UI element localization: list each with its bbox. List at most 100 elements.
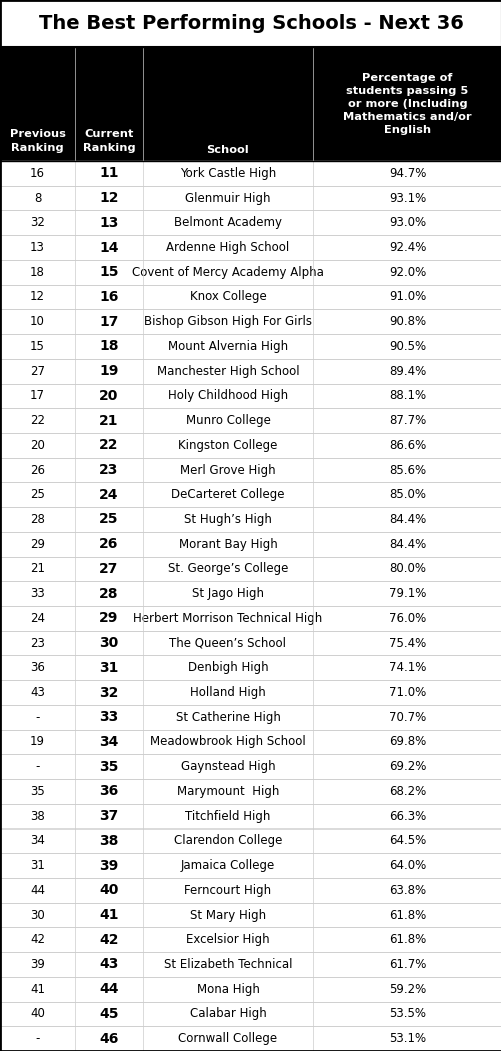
Text: 38: 38 [30, 809, 45, 823]
Text: Ardenne High School: Ardenne High School [166, 241, 289, 254]
Bar [0, 235, 501, 260]
Text: St Catherine High: St Catherine High [175, 710, 280, 724]
Text: 88.1%: 88.1% [388, 389, 425, 403]
Text: 35: 35 [30, 785, 45, 798]
Text: 61.8%: 61.8% [388, 908, 425, 922]
Text: Holland High: Holland High [190, 686, 266, 699]
Text: St Hugh’s High: St Hugh’s High [184, 513, 272, 526]
Text: 31: 31 [30, 859, 45, 872]
Bar [0, 878, 501, 903]
Bar [0, 532, 501, 557]
Text: 69.8%: 69.8% [388, 736, 425, 748]
Text: Holy Childhood High: Holy Childhood High [168, 389, 288, 403]
Text: 89.4%: 89.4% [388, 365, 425, 377]
Bar [0, 285, 501, 309]
Text: Kingston College: Kingston College [178, 439, 277, 452]
Text: 15: 15 [99, 265, 119, 280]
Bar [0, 260, 501, 285]
Bar [0, 210, 501, 235]
Text: DeCarteret College: DeCarteret College [171, 489, 284, 501]
Text: 40: 40 [30, 1008, 45, 1021]
Text: 22: 22 [99, 438, 119, 452]
Text: 39: 39 [30, 957, 45, 971]
Bar [0, 161, 501, 186]
Text: 44: 44 [30, 884, 45, 897]
Text: Glenmuir High: Glenmuir High [185, 191, 270, 205]
Text: 90.5%: 90.5% [388, 339, 425, 353]
Text: 93.0%: 93.0% [388, 217, 425, 229]
Text: Covent of Mercy Academy Alpha: Covent of Mercy Academy Alpha [132, 266, 323, 279]
Bar [0, 755, 501, 779]
Text: Jamaica College: Jamaica College [180, 859, 275, 872]
Text: Titchfield High: Titchfield High [185, 809, 270, 823]
Text: 28: 28 [30, 513, 45, 526]
Text: 64.5%: 64.5% [388, 834, 425, 847]
Bar [0, 729, 501, 755]
Text: Previous
Ranking: Previous Ranking [10, 129, 65, 152]
Bar [0, 853, 501, 878]
Text: Morant Bay High: Morant Bay High [178, 538, 277, 551]
Text: 64.0%: 64.0% [388, 859, 425, 872]
Text: -: - [35, 710, 40, 724]
Bar [0, 433, 501, 457]
Bar [0, 755, 501, 779]
Text: Current
Ranking: Current Ranking [83, 129, 135, 152]
Bar [0, 606, 501, 631]
Text: 13: 13 [99, 215, 118, 230]
Bar [0, 47, 501, 161]
Text: 39: 39 [99, 859, 118, 872]
Bar [0, 309, 501, 334]
Bar [0, 557, 501, 581]
Text: Clarendon College: Clarendon College [173, 834, 282, 847]
Bar [0, 853, 501, 878]
Text: 32: 32 [99, 685, 118, 700]
Text: 86.6%: 86.6% [388, 439, 425, 452]
Text: 21: 21 [99, 414, 119, 428]
Text: 32: 32 [30, 217, 45, 229]
Text: 36: 36 [30, 661, 45, 675]
Bar [0, 408, 501, 433]
Text: 93.1%: 93.1% [388, 191, 425, 205]
Text: 8: 8 [34, 191, 41, 205]
Text: The Best Performing Schools - Next 36: The Best Performing Schools - Next 36 [39, 14, 462, 33]
Text: 43: 43 [30, 686, 45, 699]
Text: Excelsior High: Excelsior High [186, 933, 269, 946]
Text: 19: 19 [99, 364, 118, 378]
Text: Marymount  High: Marymount High [176, 785, 279, 798]
Bar [0, 508, 501, 532]
Bar [0, 457, 501, 482]
Bar [0, 0, 501, 47]
Bar [0, 680, 501, 705]
Text: 12: 12 [99, 191, 119, 205]
Text: 66.3%: 66.3% [388, 809, 425, 823]
Text: 26: 26 [99, 537, 118, 551]
Text: 33: 33 [99, 710, 118, 724]
Text: Merl Grove High: Merl Grove High [180, 463, 275, 476]
Text: 30: 30 [99, 636, 118, 651]
Bar [0, 631, 501, 656]
Bar [0, 828, 501, 853]
Text: 27: 27 [30, 365, 45, 377]
Bar [0, 952, 501, 976]
Bar [0, 828, 501, 853]
Text: Herbert Morrison Technical High: Herbert Morrison Technical High [133, 612, 322, 625]
Bar [0, 1026, 501, 1051]
Bar [0, 47, 501, 161]
Text: 70.7%: 70.7% [388, 710, 425, 724]
Text: 28: 28 [99, 586, 119, 600]
Bar [0, 927, 501, 952]
Text: -: - [35, 760, 40, 774]
Text: 38: 38 [99, 833, 118, 848]
Text: 26: 26 [30, 463, 45, 476]
Text: 84.4%: 84.4% [388, 513, 425, 526]
Text: 76.0%: 76.0% [388, 612, 425, 625]
Bar [0, 1002, 501, 1026]
Text: St Elizabeth Technical: St Elizabeth Technical [163, 957, 292, 971]
Text: 10: 10 [30, 315, 45, 328]
Text: 34: 34 [99, 735, 118, 749]
Text: 85.6%: 85.6% [388, 463, 425, 476]
Text: 18: 18 [99, 339, 119, 353]
Text: 22: 22 [30, 414, 45, 427]
Bar [0, 384, 501, 408]
Bar [0, 631, 501, 656]
